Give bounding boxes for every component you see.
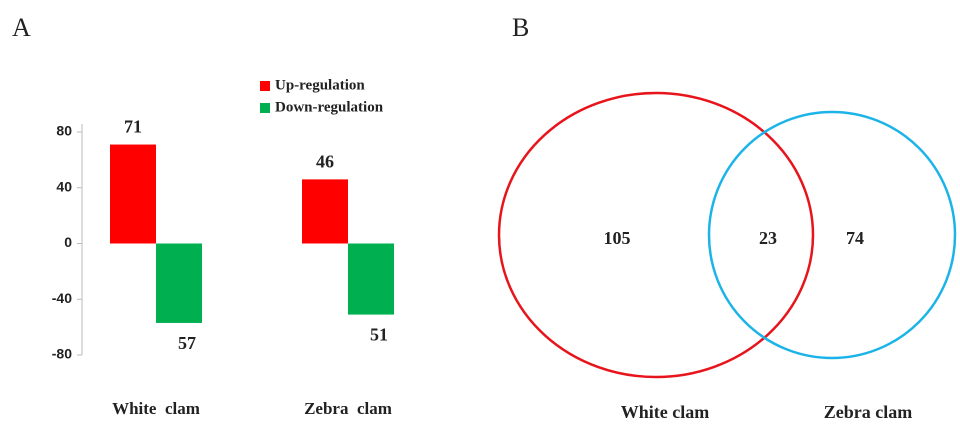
y-tick-label: -40 <box>52 290 72 306</box>
x-tick-label: Zebra clam <box>304 399 392 418</box>
legend-label: Up-regulation <box>275 77 365 93</box>
y-tick-label: 0 <box>64 234 72 250</box>
region-count: 105 <box>604 228 631 248</box>
venn-circle <box>497 91 815 379</box>
y-tick-label: 40 <box>56 178 72 194</box>
y-tick-label: -80 <box>52 346 72 362</box>
data-label: 57 <box>178 333 196 353</box>
legend-label: Down-regulation <box>275 99 384 115</box>
data-label: 71 <box>124 117 142 137</box>
bar <box>348 243 394 315</box>
bar <box>302 179 348 244</box>
region-count: 74 <box>846 228 864 248</box>
bar <box>156 243 202 323</box>
legend-swatch <box>260 81 270 91</box>
set-label: White clam <box>621 402 709 422</box>
x-tick-label: White clam <box>112 399 200 418</box>
set-label: Zebra clam <box>824 402 912 422</box>
data-label: 46 <box>316 152 334 172</box>
venn-circle <box>707 110 957 360</box>
bar <box>110 144 156 244</box>
region-count: 23 <box>759 228 777 248</box>
legend-swatch <box>260 103 270 113</box>
data-label: 51 <box>370 325 388 345</box>
y-tick-label: 80 <box>56 123 72 139</box>
panel-label: B <box>512 13 529 42</box>
panel-label: A <box>12 13 31 42</box>
